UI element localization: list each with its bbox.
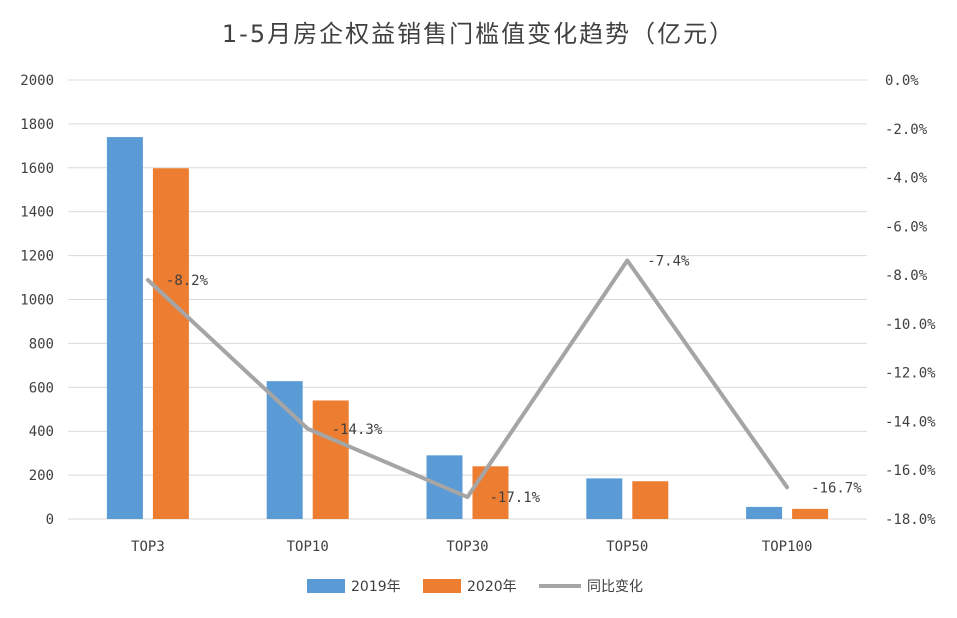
legend-label: 同比变化: [587, 579, 643, 595]
yoy-data-label: -8.2%: [166, 273, 209, 289]
y-left-tick-label: 1800: [20, 117, 54, 133]
y-left-tick-label: 1600: [20, 161, 54, 177]
bar-2020-top50: [632, 481, 669, 519]
y-left-tick-label: 200: [29, 468, 54, 484]
yoy-change-line: [145, 258, 790, 500]
legend-swatch: [423, 579, 461, 593]
legend-swatch: [307, 579, 345, 593]
x-category-label: TOP30: [446, 539, 488, 555]
y-right-tick-label: -10.0%: [885, 317, 936, 333]
y-right-tick-label: -2.0%: [885, 122, 928, 138]
bar-2019-top3: [106, 137, 143, 519]
bar-2019-top10: [266, 381, 303, 519]
bar-2020-top30: [472, 466, 509, 519]
y-right-tick-label: -4.0%: [885, 171, 928, 187]
bar-2020-top100: [792, 508, 829, 519]
y-left-tick-label: 0: [46, 512, 54, 528]
bar-2019-top100: [746, 506, 783, 519]
yoy-data-label: -14.3%: [332, 422, 383, 438]
y-left-tick-label: 1200: [20, 249, 54, 265]
bar-2020-top10: [312, 400, 349, 519]
x-category-label: TOP50: [606, 539, 648, 555]
chart-title: 1-5月房企权益销售门槛值变化趋势（亿元）: [221, 20, 736, 48]
bar-2019-top50: [586, 478, 623, 519]
x-category-label: TOP3: [131, 539, 165, 555]
legend-label: 2020年: [467, 579, 517, 595]
y-right-tick-label: -6.0%: [885, 219, 928, 235]
y-left-tick-label: 400: [29, 424, 54, 440]
x-category-label: TOP10: [287, 539, 329, 555]
bar-2020-top3: [152, 168, 189, 519]
yoy-data-label: -16.7%: [811, 480, 862, 496]
y-left-tick-label: 600: [29, 380, 54, 396]
legend-label: 2019年: [351, 579, 401, 595]
y-right-tick-label: -16.0%: [885, 463, 936, 479]
y-left-tick-label: 2000: [20, 73, 54, 89]
y-right-tick-label: -12.0%: [885, 366, 936, 382]
y-right-tick-label: -14.0%: [885, 414, 936, 430]
y-right-tick-label: -18.0%: [885, 512, 936, 528]
y-left-tick-label: 1400: [20, 205, 54, 221]
y-left-tick-label: 800: [29, 336, 54, 352]
y-right-tick-label: 0.0%: [885, 73, 919, 89]
yoy-data-label: -17.1%: [490, 490, 541, 506]
y-right-tick-label: -8.0%: [885, 268, 928, 284]
yoy-data-label: -7.4%: [647, 253, 690, 269]
y-left-tick-label: 1000: [20, 293, 54, 309]
x-category-label: TOP100: [762, 539, 813, 555]
